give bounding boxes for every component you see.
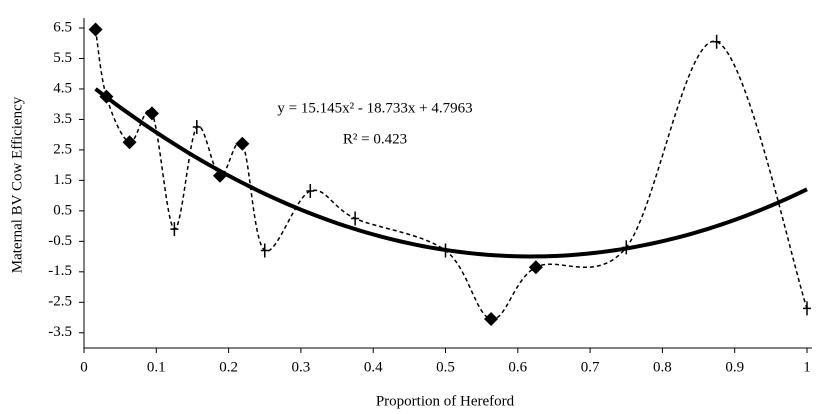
y-tick-label: -0.5	[48, 233, 72, 249]
diamond-marker	[144, 106, 159, 121]
plus-marker	[803, 301, 811, 316]
x-tick-label: 0.5	[436, 359, 455, 375]
x-tick-label: 0.8	[653, 359, 672, 375]
diamond-marker	[88, 22, 103, 37]
plus-marker	[622, 240, 631, 255]
plus-marker	[192, 120, 201, 135]
diamond-marker	[235, 136, 250, 151]
plus-marker	[260, 243, 269, 258]
x-axis-title: Proportion of Hereford	[376, 393, 515, 409]
diamond-marker	[528, 260, 543, 275]
y-tick-label: -1.5	[48, 263, 72, 279]
y-axis-title: Maternal BV Cow Efficiency	[9, 96, 25, 273]
r2-annotation: R² = 0.423	[343, 131, 407, 147]
y-tick-label: 6.5	[53, 19, 72, 35]
x-tick-label: 0.9	[725, 359, 744, 375]
trendline	[94, 87, 808, 259]
dashed-line	[94, 29, 808, 320]
plus-marker	[712, 34, 721, 49]
x-tick-label: 0.1	[147, 359, 166, 375]
diamond-marker	[122, 135, 137, 150]
x-tick-label: 0.4	[364, 359, 383, 375]
y-tick-label: 1.5	[53, 172, 72, 188]
x-tick-label: 0.3	[292, 359, 311, 375]
x-tick-label: 0.6	[508, 359, 527, 375]
plus-marker	[441, 243, 450, 258]
diamond-marker	[484, 312, 499, 327]
y-tick-label: 0.5	[53, 202, 72, 218]
equation-annotation: y = 15.145x² - 18.733x + 4.7963	[277, 100, 472, 116]
y-tick-label: -3.5	[48, 324, 72, 340]
x-tick-label: 0.7	[581, 359, 600, 375]
y-tick-label: 3.5	[53, 111, 72, 127]
y-tick-label: -2.5	[48, 294, 72, 310]
plus-marker	[351, 211, 360, 226]
x-tick-label: 1	[803, 359, 811, 375]
plus-marker	[306, 184, 315, 199]
diamond-marker	[99, 89, 114, 104]
plus-marker	[170, 222, 179, 237]
y-tick-label: 4.5	[53, 80, 72, 96]
y-tick-label: 2.5	[53, 141, 72, 157]
y-tick-label: 5.5	[53, 50, 72, 66]
x-tick-label: 0.2	[219, 359, 238, 375]
diamond-marker	[212, 168, 227, 183]
x-tick-label: 0	[80, 359, 88, 375]
